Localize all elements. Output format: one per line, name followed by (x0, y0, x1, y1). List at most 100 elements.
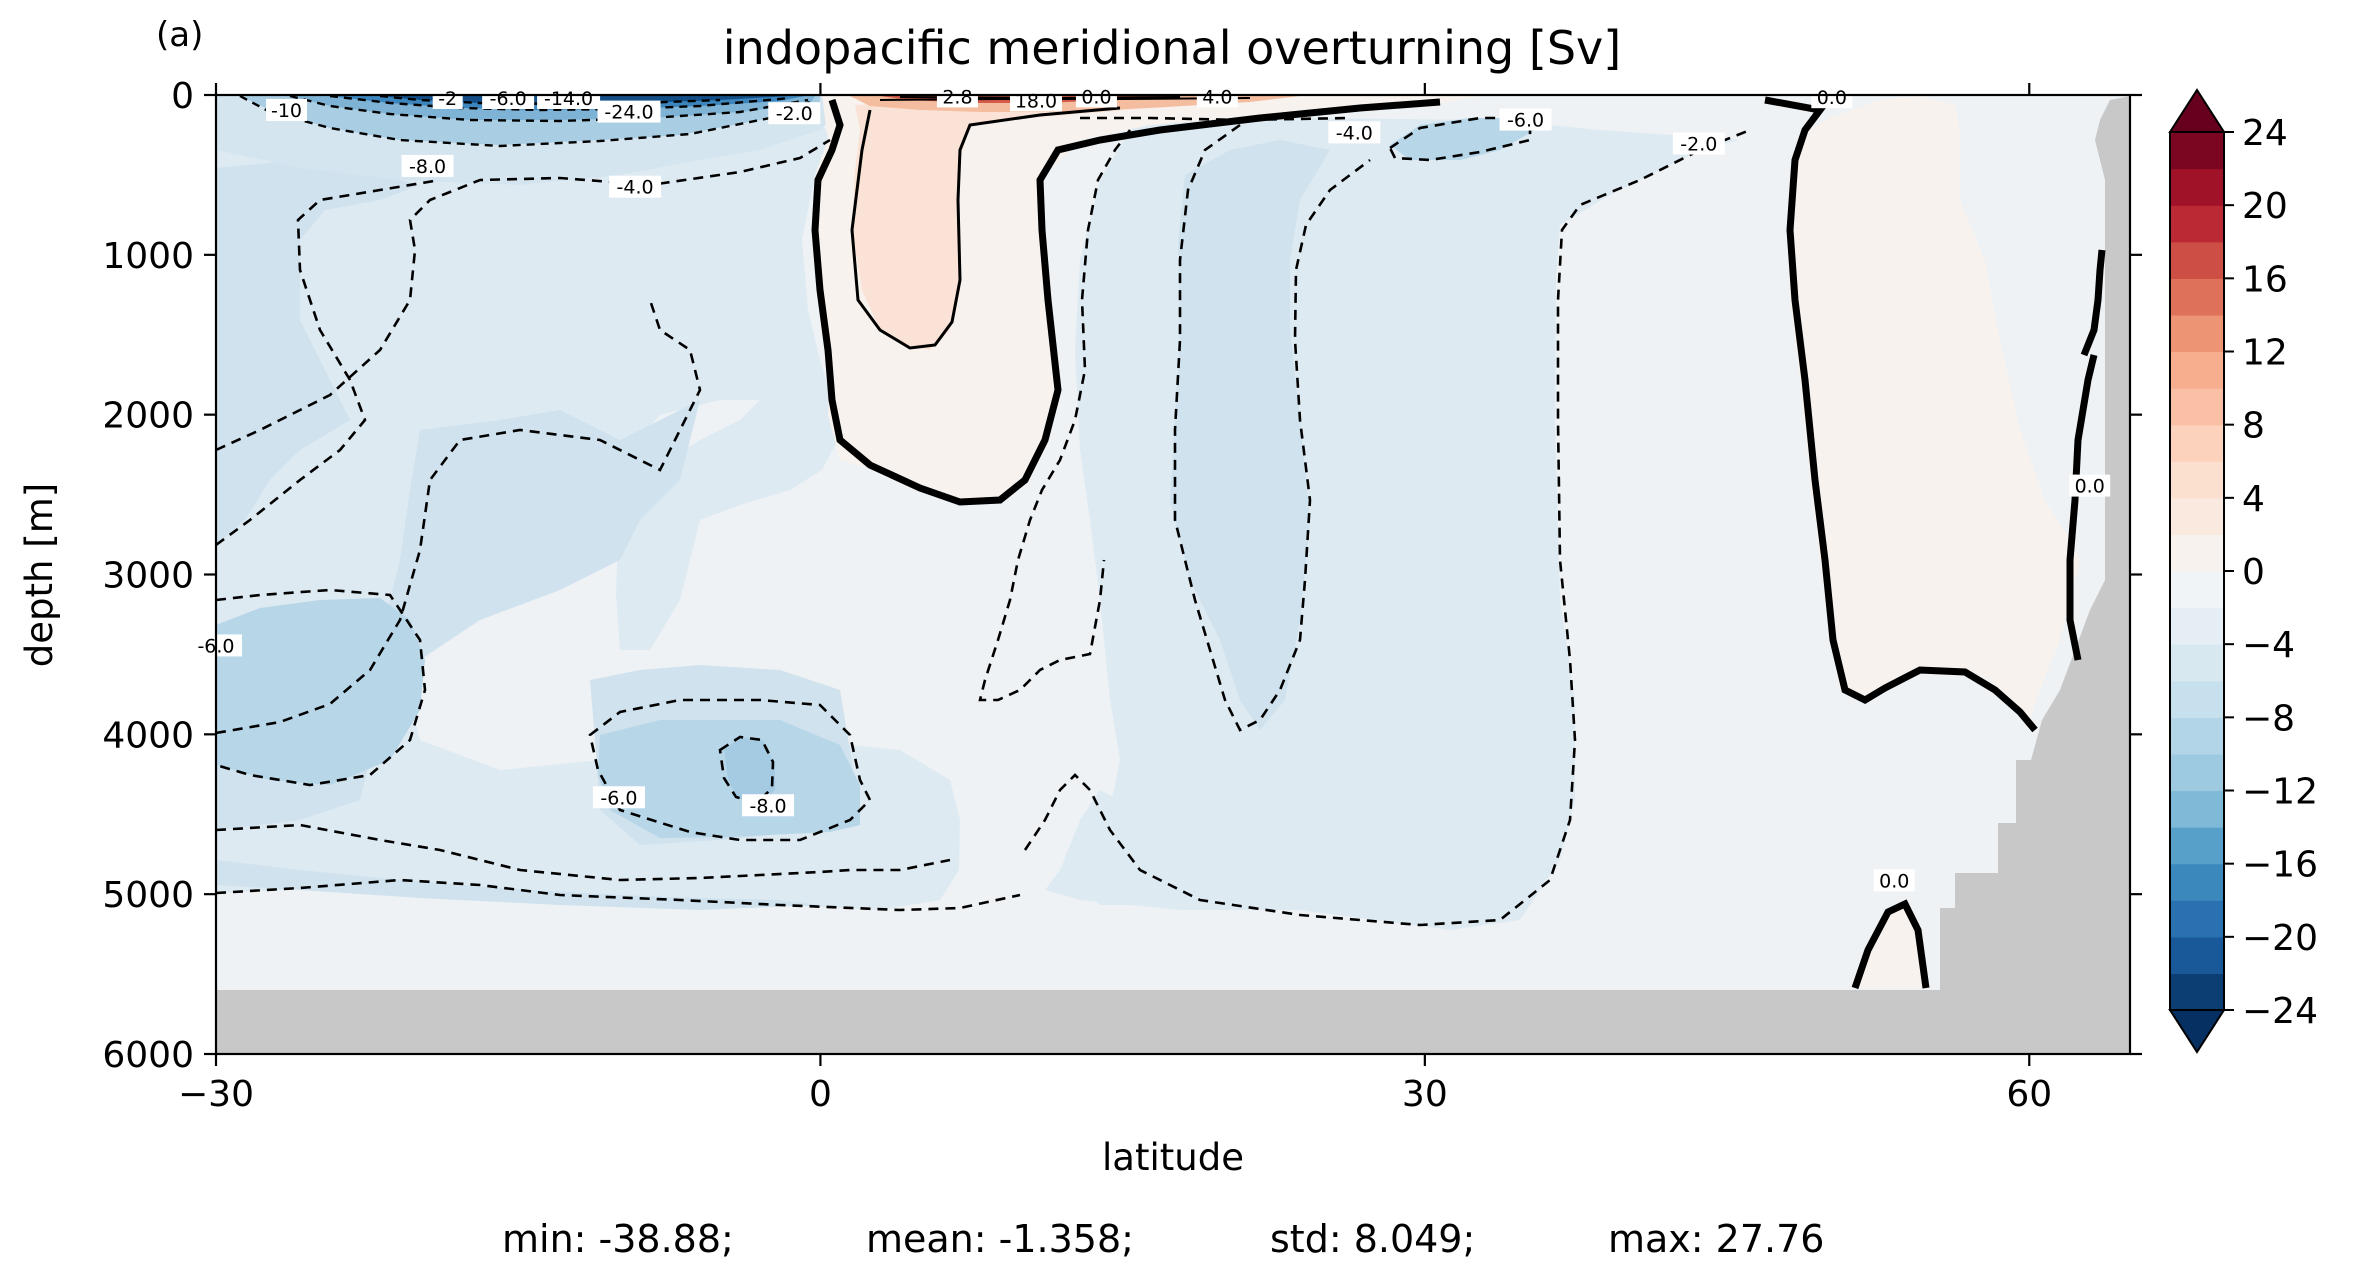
colorbar-tick-label: 0 (2242, 552, 2265, 593)
y-tick-label: 0 (171, 76, 194, 117)
contour-label: 4.0 (1202, 86, 1232, 108)
contour-label-bg (1196, 85, 1238, 108)
colorbar-segment (2170, 644, 2224, 682)
y-tick-label: 1000 (102, 236, 194, 277)
colorbar-segment (2170, 534, 2224, 572)
contour-label: -2.0 (1680, 134, 1717, 156)
colorbar-tick-label: −16 (2242, 845, 2318, 886)
colorbar-segment (2170, 388, 2224, 426)
colorbar-segment (2170, 753, 2224, 792)
contour-label-bg (936, 85, 978, 108)
contour-label: -14.0 (544, 88, 593, 110)
contour-label: -6.0 (1507, 110, 1544, 132)
contour-label: 0.0 (1817, 87, 1847, 109)
stat-mean: mean: -1.358; (866, 1217, 1134, 1261)
colorbar-segment (2170, 241, 2224, 279)
colorbar-segment (2170, 168, 2224, 206)
contour-label-bg (742, 794, 795, 817)
band-m6-to-m8-ne (1390, 118, 1535, 160)
contour-label-bg (609, 175, 662, 198)
colorbar-tick-label: 4 (2242, 479, 2265, 520)
y-axis: 0 1000 2000 3000 4000 5000 6000 (102, 76, 2142, 1076)
colorbar-segment (2170, 205, 2224, 243)
x-axis: −30 0 30 60 (178, 83, 2052, 1115)
contour-label-bg (1811, 86, 1853, 109)
contour-label: -8.0 (749, 795, 786, 817)
colorbar-segment (2170, 461, 2224, 499)
colorbar-tick-label: −12 (2242, 772, 2318, 813)
colorbar-segment (2170, 497, 2224, 536)
colorbar-extend-max (2168, 88, 2226, 133)
stat-max: max: 27.76 (1608, 1217, 1824, 1261)
band-2-to-4-equator (852, 96, 1200, 350)
contour-label: 18.0 (1015, 90, 1057, 112)
colorbar-segment (2170, 571, 2224, 609)
contour-label-bg (2069, 474, 2111, 497)
contour-label: -6.0 (490, 88, 527, 110)
contour-label: -8.0 (409, 156, 446, 178)
colorbar-tick-label: 8 (2242, 406, 2265, 447)
contour-label-bg (432, 86, 463, 109)
contour-label: -2 (438, 88, 457, 110)
stat-min: min: -38.88; (502, 1217, 734, 1261)
colorbar-segment (2170, 717, 2224, 755)
contour-label-bg (1499, 108, 1552, 131)
colorbar-extend-min (2168, 1009, 2226, 1054)
contour-label-bg (597, 100, 661, 123)
colorbar-segment (2170, 278, 2224, 316)
y-tick-label: 5000 (102, 875, 194, 916)
x-tick-label: 0 (809, 1074, 832, 1115)
contour-label-bg (537, 86, 601, 109)
contour-label-bg (401, 154, 454, 177)
colorbar-segment (2170, 132, 2224, 170)
contour-label-bg (482, 86, 535, 109)
contour-label-bg (1328, 121, 1381, 144)
contour-label: -2.0 (776, 103, 813, 125)
band-m8-to-m10 (724, 738, 775, 805)
colorbar-segment (2170, 827, 2224, 865)
x-axis-label: latitude (1102, 1136, 1244, 1179)
colorbar-tick-label: 16 (2242, 259, 2288, 300)
negative-contours (216, 116, 1751, 927)
band-m4-to-m6-mid (1170, 140, 1330, 730)
y-axis-label: depth [m] (18, 483, 61, 667)
contour-label: 2.8 (942, 86, 972, 108)
y-tick-label: 3000 (102, 556, 194, 597)
colorbar-segment (2170, 314, 2224, 353)
contour-label: -10 (271, 100, 302, 122)
band-0-to-2-equator (814, 96, 1480, 505)
y-tick-label: 4000 (102, 715, 194, 756)
colorbar-segment (2170, 790, 2224, 828)
x-tick-label: −30 (178, 1074, 254, 1115)
band-0-to-2-north (1790, 96, 2080, 720)
colorbar-segment (2170, 351, 2224, 389)
contour-label-bg (1873, 869, 1915, 892)
x-tick-label: 60 (2006, 1074, 2052, 1115)
panel-label: (a) (156, 15, 203, 55)
chart-title: indopacific meridional overturning [Sv] (723, 21, 1621, 75)
colorbar-tick-label: −24 (2242, 991, 2318, 1032)
contour-label: -6.0 (600, 787, 637, 809)
colorbar-tick-label: −20 (2242, 918, 2318, 959)
contour-label-bg (266, 98, 308, 121)
y-tick-label: 2000 (102, 396, 194, 437)
colorbar-segment (2170, 936, 2224, 975)
y-tick-label: 6000 (102, 1035, 194, 1076)
colorbar-segment (2170, 680, 2224, 718)
colorbar-segment (2170, 607, 2224, 645)
colorbar-segment (2170, 424, 2224, 462)
colorbar-tick-label: −8 (2242, 698, 2295, 739)
colorbar-tick-label: 12 (2242, 333, 2288, 374)
colorbar-segment (2170, 863, 2224, 901)
contour-label: -4.0 (1336, 122, 1373, 144)
contour-label: -24.0 (604, 102, 653, 124)
colorbar: 24 20 16 12 8 4 0 −4 −8 −12 −16 −20 −24 (2168, 88, 2318, 1054)
x-tick-label: 30 (1402, 1074, 1448, 1115)
stat-std: std: 8.049; (1270, 1217, 1475, 1261)
band-0-to-2-deep (1855, 904, 1925, 988)
contour-field (216, 95, 2130, 1054)
contour-label: -4.0 (617, 177, 654, 199)
contour-label-bg (1672, 132, 1725, 155)
contour-label-bg (768, 102, 821, 125)
